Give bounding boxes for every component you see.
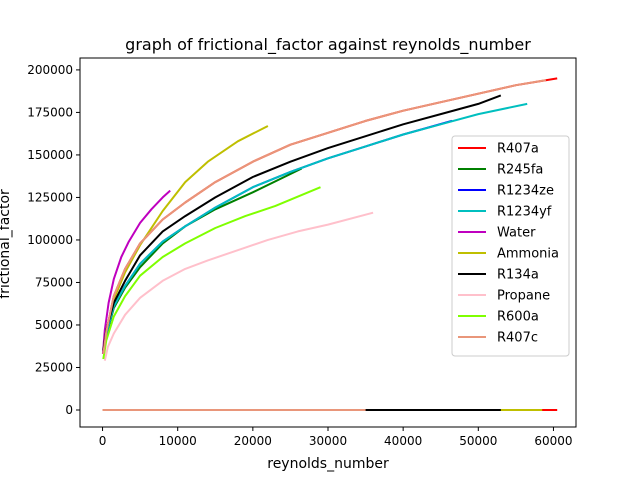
series-line-6 xyxy=(102,94,502,351)
series-line-9 xyxy=(102,79,547,355)
y-axis-label: frictional_factor xyxy=(0,189,13,299)
series-line-7 xyxy=(103,211,374,361)
x-tick-label: 40000 xyxy=(384,434,422,448)
chart-title: graph of frictional_factor against reyno… xyxy=(125,35,531,55)
legend-label: R407c xyxy=(497,331,538,346)
y-tick-label: 0 xyxy=(65,403,73,417)
legend-label: R600a xyxy=(497,310,539,325)
y-tick-label: 25000 xyxy=(35,360,73,374)
x-tick-label: 50000 xyxy=(459,434,497,448)
series-line-5 xyxy=(102,125,269,355)
series-line-8 xyxy=(102,186,321,360)
legend-label: R1234ze xyxy=(497,184,554,199)
x-tick-label: 0 xyxy=(99,434,107,448)
legend-label: R134a xyxy=(497,268,539,283)
series-line-3 xyxy=(102,102,528,355)
y-tick-label: 100000 xyxy=(27,233,73,247)
axes: 0 10000 20000 30000 40000 50000 60000 0 25000 500… xyxy=(27,57,577,448)
series-line-4 xyxy=(101,189,171,354)
legend-label: Propane xyxy=(497,289,550,304)
x-axis-label: reynolds_number xyxy=(267,456,389,472)
y-tick-label: 75000 xyxy=(35,275,73,289)
plot-area xyxy=(101,77,558,411)
x-tick-label: 20000 xyxy=(234,434,272,448)
x-tick-label: 60000 xyxy=(534,434,572,448)
legend-label: Ammonia xyxy=(497,247,559,262)
y-tick-label: 175000 xyxy=(27,105,73,119)
legend-label: R1234yf xyxy=(497,205,552,220)
y-tick-label: 200000 xyxy=(27,63,73,77)
y-tick-label: 50000 xyxy=(35,318,73,332)
legend-label: R407a xyxy=(497,142,539,157)
x-tick-label: 10000 xyxy=(159,434,197,448)
y-tick-label: 125000 xyxy=(27,190,73,204)
x-tick-label: 30000 xyxy=(309,434,347,448)
series-line-1 xyxy=(102,167,303,355)
legend: R407a R245fa R1234ze R1234yf Water Ammonia R13… xyxy=(451,135,570,357)
y-tick-label: 150000 xyxy=(27,148,73,162)
legend-label: Water xyxy=(497,226,536,241)
legend-label: R245fa xyxy=(497,163,543,178)
